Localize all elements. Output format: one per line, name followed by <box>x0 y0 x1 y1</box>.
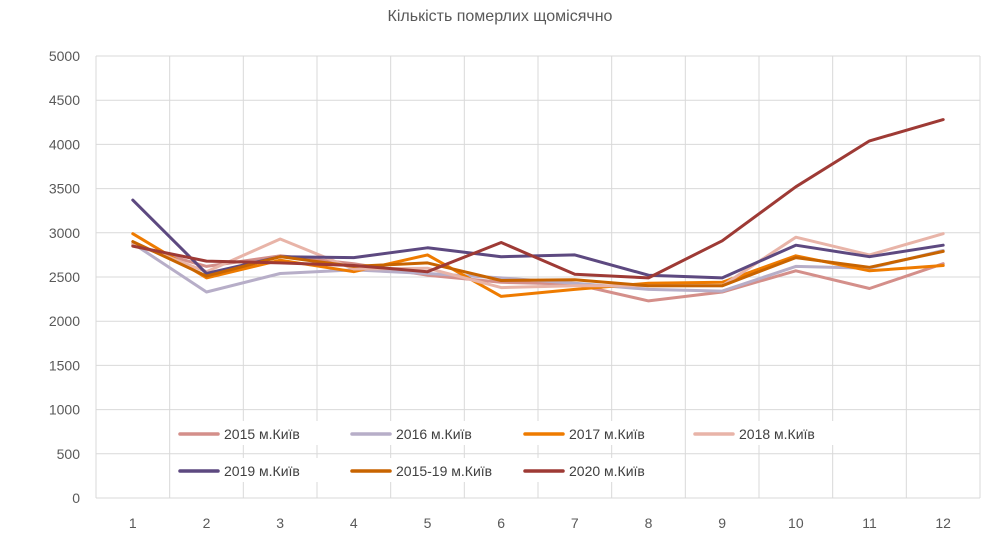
y-axis-ticks: 0 500 1000 1500 2000 2500 3000 3500 4000 4500 5000 <box>49 48 80 506</box>
x-tick-label: 12 <box>935 515 951 531</box>
x-tick-label: 4 <box>350 515 358 531</box>
x-tick-label: 3 <box>276 515 284 531</box>
y-tick-label: 3000 <box>49 225 80 241</box>
y-tick-label: 3500 <box>49 181 80 197</box>
x-tick-label: 9 <box>718 515 726 531</box>
x-tick-label: 7 <box>571 515 579 531</box>
x-tick-label: 8 <box>645 515 653 531</box>
x-tick-label: 1 <box>129 515 137 531</box>
x-tick-label: 2 <box>203 515 211 531</box>
series-line <box>131 232 945 290</box>
series-line <box>131 243 945 303</box>
y-tick-label: 1500 <box>49 357 80 373</box>
legend-label: 2016 м.Київ <box>396 426 472 442</box>
y-tick-label: 2000 <box>49 313 80 329</box>
chart-title: Кількість померлих щомісячно <box>387 8 613 25</box>
legend-label: 2015-19 м.Київ <box>396 463 492 479</box>
x-tick-label: 6 <box>497 515 505 531</box>
x-axis-ticks: 1 2 3 4 5 6 7 8 9 10 11 12 <box>129 515 951 531</box>
legend: 2015 м.Київ 2016 м.Київ 2017 м.Київ 2018 м.… <box>174 421 849 482</box>
y-tick-label: 4500 <box>49 92 80 108</box>
y-tick-label: 1000 <box>49 402 80 418</box>
legend-label: 2017 м.Київ <box>569 426 645 442</box>
legend-label: 2019 м.Київ <box>224 463 300 479</box>
series-line <box>131 118 945 280</box>
x-tick-label: 5 <box>424 515 432 531</box>
y-tick-label: 0 <box>72 490 80 506</box>
x-tick-label: 10 <box>788 515 804 531</box>
y-tick-label: 4000 <box>49 136 80 152</box>
y-tick-label: 500 <box>57 446 81 462</box>
y-tick-label: 2500 <box>49 269 80 285</box>
y-tick-label: 5000 <box>49 48 80 64</box>
legend-label: 2018 м.Київ <box>739 426 815 442</box>
legend-label: 2020 м.Київ <box>569 463 645 479</box>
series-line <box>131 240 945 288</box>
series-lines <box>131 118 945 303</box>
legend-label: 2015 м.Київ <box>224 426 300 442</box>
x-tick-label: 11 <box>862 515 877 531</box>
